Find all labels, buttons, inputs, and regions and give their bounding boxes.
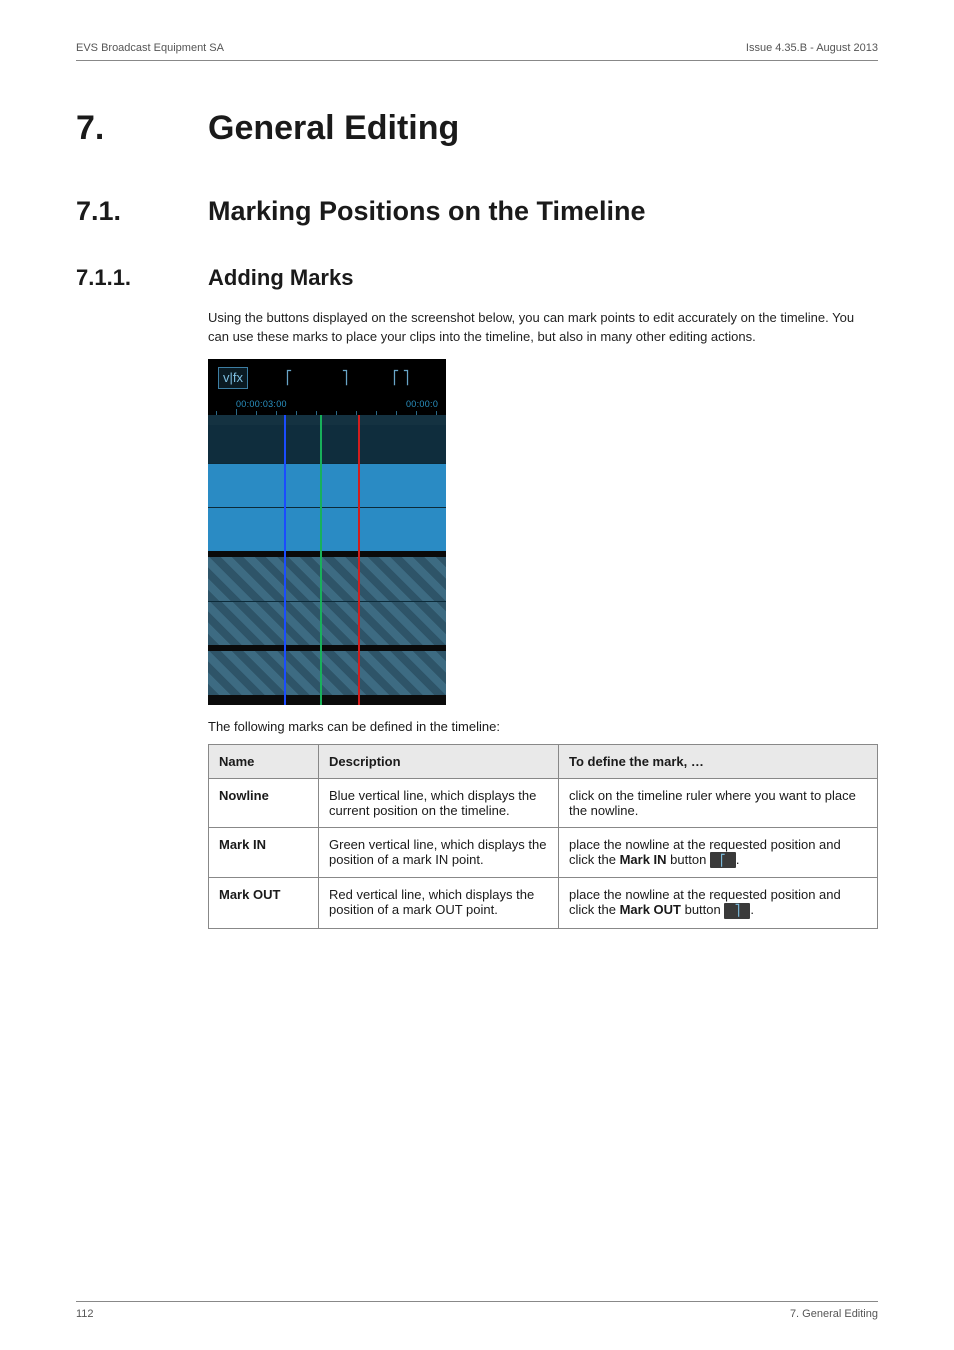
h1-title: General Editing [208, 109, 459, 148]
mark-out-line [358, 415, 360, 705]
footer-section: 7. General Editing [790, 1308, 878, 1320]
timeline-segment [208, 507, 446, 551]
header-left: EVS Broadcast Equipment SA [76, 42, 224, 54]
marks-table: Name Description To define the mark, … N… [208, 744, 878, 929]
timeline-segment [208, 557, 446, 601]
cell-description: Red vertical line, which displays the po… [319, 878, 559, 929]
th-define: To define the mark, … [559, 744, 878, 778]
cell-name: Nowline [209, 778, 319, 827]
running-footer: 112 7. General Editing [76, 1301, 878, 1320]
table-row: Mark INGreen vertical line, which displa… [209, 827, 878, 878]
footer-page-number: 112 [76, 1308, 94, 1320]
cell-description: Blue vertical line, which displays the c… [319, 778, 559, 827]
h3-title: Adding Marks [208, 265, 353, 291]
heading-2: 7.1. Marking Positions on the Timeline [76, 196, 878, 227]
timeline-tracks [208, 415, 446, 705]
th-description: Description [319, 744, 559, 778]
mark-out-button[interactable]: ⎤ [330, 367, 360, 389]
vfx-button[interactable]: v|fx [218, 367, 248, 389]
mark-in-button[interactable]: ⎡ [274, 367, 304, 389]
timeline-ruler: 00:00:03:00 00:00:0 [208, 397, 446, 415]
mark-out-icon: ⎤ [724, 903, 750, 919]
h1-number: 7. [76, 109, 208, 148]
table-row: Mark OUTRed vertical line, which display… [209, 878, 878, 929]
h3-number: 7.1.1. [76, 265, 208, 291]
th-name: Name [209, 744, 319, 778]
mark-in-line [320, 415, 322, 705]
heading-1: 7. General Editing [76, 109, 878, 148]
cell-description: Green vertical line, which displays the … [319, 827, 559, 878]
ruler-timecode: 00:00:03:00 [236, 399, 287, 409]
timeline-segment [208, 651, 446, 695]
ruler-timecode: 00:00:0 [406, 399, 438, 409]
cell-name: Mark IN [209, 827, 319, 878]
header-right: Issue 4.35.B - August 2013 [746, 42, 878, 54]
h2-number: 7.1. [76, 196, 208, 227]
table-row: NowlineBlue vertical line, which display… [209, 778, 878, 827]
heading-3: 7.1.1. Adding Marks [76, 265, 878, 291]
cell-name: Mark OUT [209, 878, 319, 929]
timeline-segment [208, 425, 446, 463]
timeline-screenshot: v|fx ⎡ ⎤ ⎡ ⎤ 00:00:03:00 00:00:0 [208, 359, 446, 705]
mark-in-icon: ⎡ [710, 852, 736, 868]
timeline-segment [208, 463, 446, 507]
cell-define: place the nowline at the requested posit… [559, 878, 878, 929]
cell-define: place the nowline at the requested posit… [559, 827, 878, 878]
nowline [284, 415, 286, 705]
table-caption: The following marks can be defined in th… [208, 719, 878, 734]
running-header: EVS Broadcast Equipment SA Issue 4.35.B … [76, 42, 878, 61]
intro-paragraph: Using the buttons displayed on the scree… [208, 309, 878, 347]
timeline-segment [208, 415, 446, 425]
h2-title: Marking Positions on the Timeline [208, 196, 646, 227]
timeline-segment [208, 601, 446, 645]
cell-define: click on the timeline ruler where you wa… [559, 778, 878, 827]
mark-inout-button[interactable]: ⎡ ⎤ [386, 367, 416, 389]
timeline-toolbar: v|fx ⎡ ⎤ ⎡ ⎤ [208, 359, 446, 397]
